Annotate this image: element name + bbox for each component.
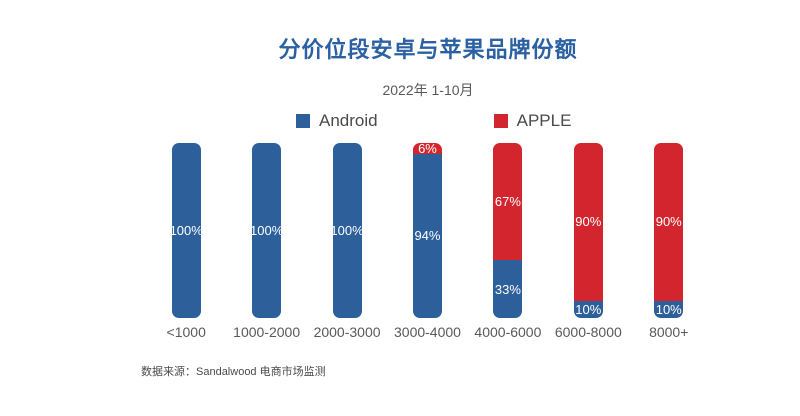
- bar-segment-android: 100%: [332, 143, 362, 318]
- bar-value-label: 10%: [655, 301, 682, 317]
- bar-segment-android: 10%: [654, 300, 684, 318]
- bar-value-label: 10%: [575, 301, 602, 317]
- legend-item-apple: APPLE: [493, 111, 572, 131]
- bar-value-label: 90%: [575, 214, 602, 230]
- stacked-bar: 90% 10%: [573, 143, 603, 318]
- legend-label-apple: APPLE: [516, 111, 572, 130]
- legend-label-android: Android: [319, 111, 378, 130]
- bar-value-label: 100%: [332, 223, 362, 238]
- bar-segment-android: 10%: [573, 300, 603, 318]
- apple-legend-swatch-icon: [493, 114, 508, 128]
- bar-value-label: 100%: [171, 223, 201, 238]
- stacked-bar: 100%: [252, 143, 282, 318]
- legend-item-android: Android: [296, 111, 378, 131]
- x-axis-label: 3000-4000: [394, 324, 461, 340]
- x-axis-label: 6000-8000: [554, 324, 622, 340]
- bar-column: 67% 33%: [468, 143, 548, 318]
- stacked-bar: 100%: [332, 143, 362, 318]
- bar-column: 90% 10%: [629, 143, 709, 318]
- chart-subtitle: 2022年 1-10月: [382, 82, 474, 98]
- chart-title: 分价位段安卓与苹果品牌份额: [278, 37, 578, 62]
- bar-segment-android: 100%: [252, 143, 282, 318]
- stacked-bar: 100%: [171, 143, 201, 318]
- bar-value-label: 100%: [252, 223, 281, 238]
- stacked-bar: 67% 33%: [493, 143, 523, 318]
- android-legend-swatch-icon: [296, 114, 310, 128]
- x-axis-label: 2000-3000: [313, 324, 381, 340]
- bar-column: 90% 10%: [548, 143, 628, 318]
- bar-value-label: 94%: [414, 228, 441, 244]
- bar-segment-apple: 67%: [493, 143, 523, 261]
- bar-value-label: 90%: [655, 214, 682, 230]
- bar-segment-apple: 6%: [412, 143, 442, 156]
- bar-value-label: 6%: [418, 143, 437, 156]
- bar-column: 100%: [226, 143, 306, 318]
- bar-segment-apple: 90%: [573, 143, 603, 301]
- bar-segment-android: 100%: [171, 143, 201, 318]
- bar-value-label: 67%: [494, 194, 521, 210]
- x-axis-label: 4000-6000: [474, 324, 542, 340]
- bar-value-label: 33%: [494, 281, 521, 297]
- bar-segment-apple: 90%: [654, 143, 684, 301]
- x-axis-label: 8000+: [649, 324, 689, 340]
- bar-chart-plot-area: 100% 100% 100% 6% 94% 67% 33% 90% 10% 90% 10%: [146, 143, 709, 318]
- bar-segment-android: 94%: [412, 153, 442, 318]
- x-axis-labels: <1000 1000-2000 2000-3000 3000-4000 4000-600…: [146, 324, 709, 340]
- bar-column: 6% 94%: [387, 143, 467, 318]
- bar-column: 100%: [307, 143, 387, 318]
- bar-column: 100%: [146, 143, 226, 318]
- x-axis-label: 1000-2000: [233, 324, 301, 340]
- source-note: 数据来源：Sandalwood 电商市场监测: [141, 366, 326, 378]
- stacked-bar: 90% 10%: [654, 143, 684, 318]
- legend: Android APPLE: [296, 111, 571, 131]
- bar-segment-android: 33%: [493, 260, 523, 318]
- stacked-bar: 6% 94%: [412, 143, 442, 318]
- x-axis-label: <1000: [166, 324, 206, 340]
